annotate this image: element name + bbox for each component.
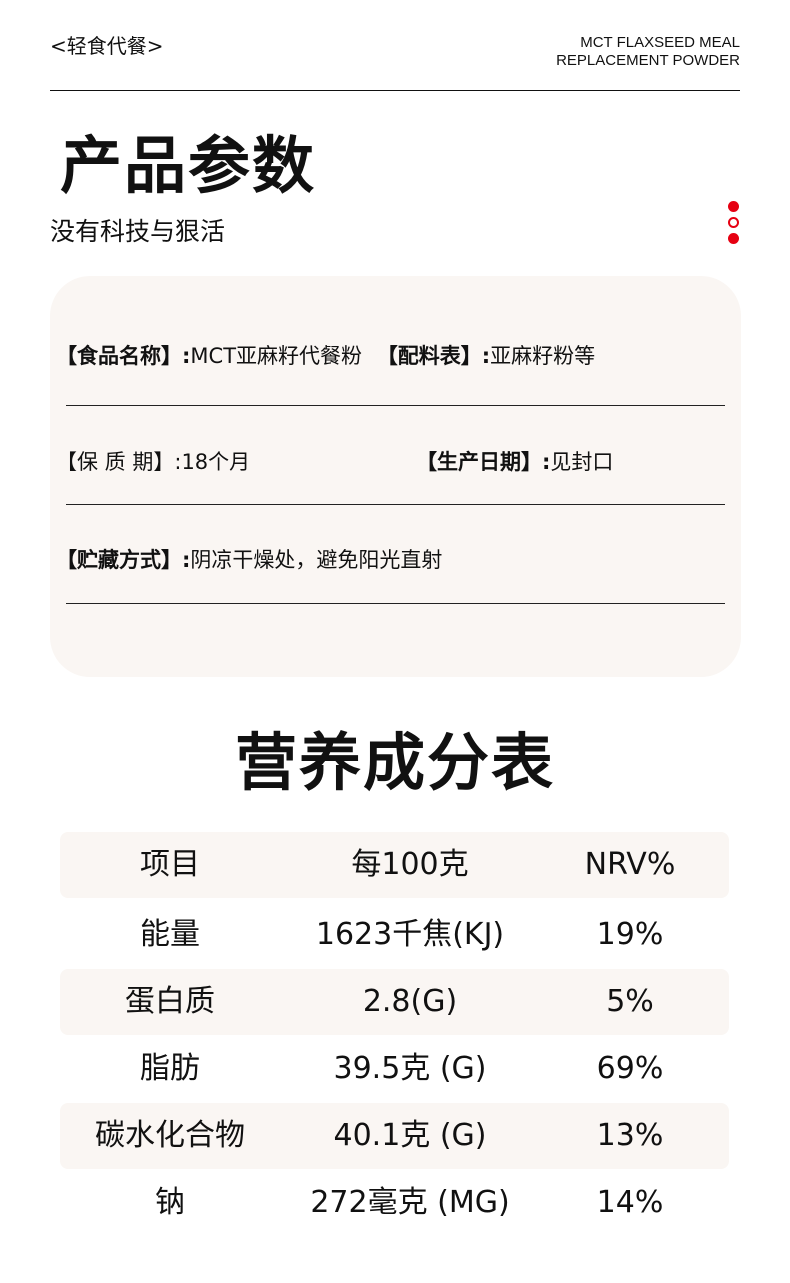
cell: 40.1克 (G) bbox=[333, 1118, 487, 1153]
header-cell: 每100克 bbox=[351, 847, 469, 882]
english-line-2: REPLACEMENT POWDER bbox=[556, 52, 740, 69]
table-header: 项目 每100克 NRV% bbox=[60, 832, 729, 898]
divider bbox=[66, 405, 725, 406]
table-row: 能量 1623千焦(KJ) 19% bbox=[60, 902, 729, 968]
ingredients-label: 【配料表】: bbox=[376, 344, 491, 368]
divider bbox=[66, 603, 725, 604]
table-row: 碳水化合物 40.1克 (G) 13% bbox=[60, 1103, 729, 1169]
param-row-date: 【生产日期】:见封口 bbox=[416, 446, 613, 476]
page-title: 产品参数 bbox=[60, 129, 317, 202]
header-cell: NRV% bbox=[584, 847, 676, 882]
divider bbox=[66, 504, 725, 505]
shelf-label: 【保 质 期】: bbox=[56, 450, 182, 474]
storage-label: 【贮藏方式】: bbox=[56, 548, 191, 572]
header-cell: 项目 bbox=[140, 847, 200, 882]
cell: 1623千焦(KJ) bbox=[315, 917, 505, 952]
subtitle: 没有科技与狠活 bbox=[50, 217, 226, 246]
params-card bbox=[50, 276, 741, 677]
storage-value: 阴凉干燥处，避免阳光直射 bbox=[190, 548, 443, 572]
dot-icon bbox=[728, 233, 739, 244]
table-row: 钠 272毫克 (MG) 14% bbox=[60, 1170, 729, 1236]
ingredients-value: 亚麻籽粉等 bbox=[490, 344, 596, 368]
english-line-1: MCT FLAXSEED MEAL bbox=[580, 34, 740, 51]
cell: 钠 bbox=[155, 1185, 185, 1220]
param-row-storage: 【贮藏方式】:阴凉干燥处，避免阳光直射 bbox=[56, 544, 442, 574]
nutrition-title: 营养成分表 bbox=[234, 726, 555, 799]
shelf-value: 18个月 bbox=[181, 450, 251, 474]
date-label: 【生产日期】: bbox=[416, 450, 551, 474]
cell: 272毫克 (MG) bbox=[310, 1185, 510, 1220]
cell: 碳水化合物 bbox=[95, 1118, 245, 1153]
dot-icon bbox=[728, 201, 739, 212]
table-row: 蛋白质 2.8(G) 5% bbox=[60, 969, 729, 1035]
cell: 脂肪 bbox=[140, 1051, 200, 1086]
date-value: 见封口 bbox=[550, 450, 614, 474]
cell: 13% bbox=[596, 1118, 664, 1153]
divider bbox=[50, 90, 740, 91]
name-label: 【食品名称】: bbox=[56, 344, 191, 368]
ring-icon bbox=[728, 217, 739, 228]
name-value: MCT亚麻籽代餐粉 bbox=[190, 344, 363, 368]
cell: 2.8(G) bbox=[362, 984, 458, 1019]
cell: 19% bbox=[596, 917, 664, 952]
cell: 5% bbox=[606, 984, 654, 1019]
english-product-name: MCT FLAXSEED MEAL REPLACEMENT POWDER bbox=[556, 34, 740, 70]
cell: 蛋白质 bbox=[125, 984, 215, 1019]
param-row-shelf: 【保 质 期】:18个月 bbox=[56, 446, 250, 476]
param-row-name: 【食品名称】:MCT亚麻籽代餐粉 【配料表】:亚麻籽粉等 bbox=[56, 340, 595, 370]
cell: 69% bbox=[596, 1051, 664, 1086]
category-tag: <轻食代餐> bbox=[50, 34, 164, 58]
table-row: 脂肪 39.5克 (G) 69% bbox=[60, 1036, 729, 1102]
cell: 14% bbox=[596, 1185, 664, 1220]
cell: 能量 bbox=[140, 917, 200, 952]
cell: 39.5克 (G) bbox=[333, 1051, 487, 1086]
